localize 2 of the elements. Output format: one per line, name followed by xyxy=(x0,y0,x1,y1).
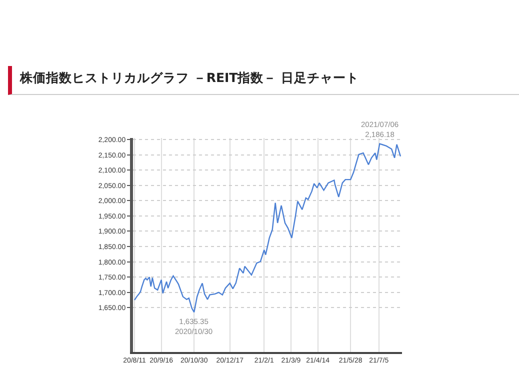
line-series xyxy=(134,143,402,313)
chart-title: 株価指数ヒストリカルグラフ －REIT指数－ 日足チャート xyxy=(8,66,519,95)
